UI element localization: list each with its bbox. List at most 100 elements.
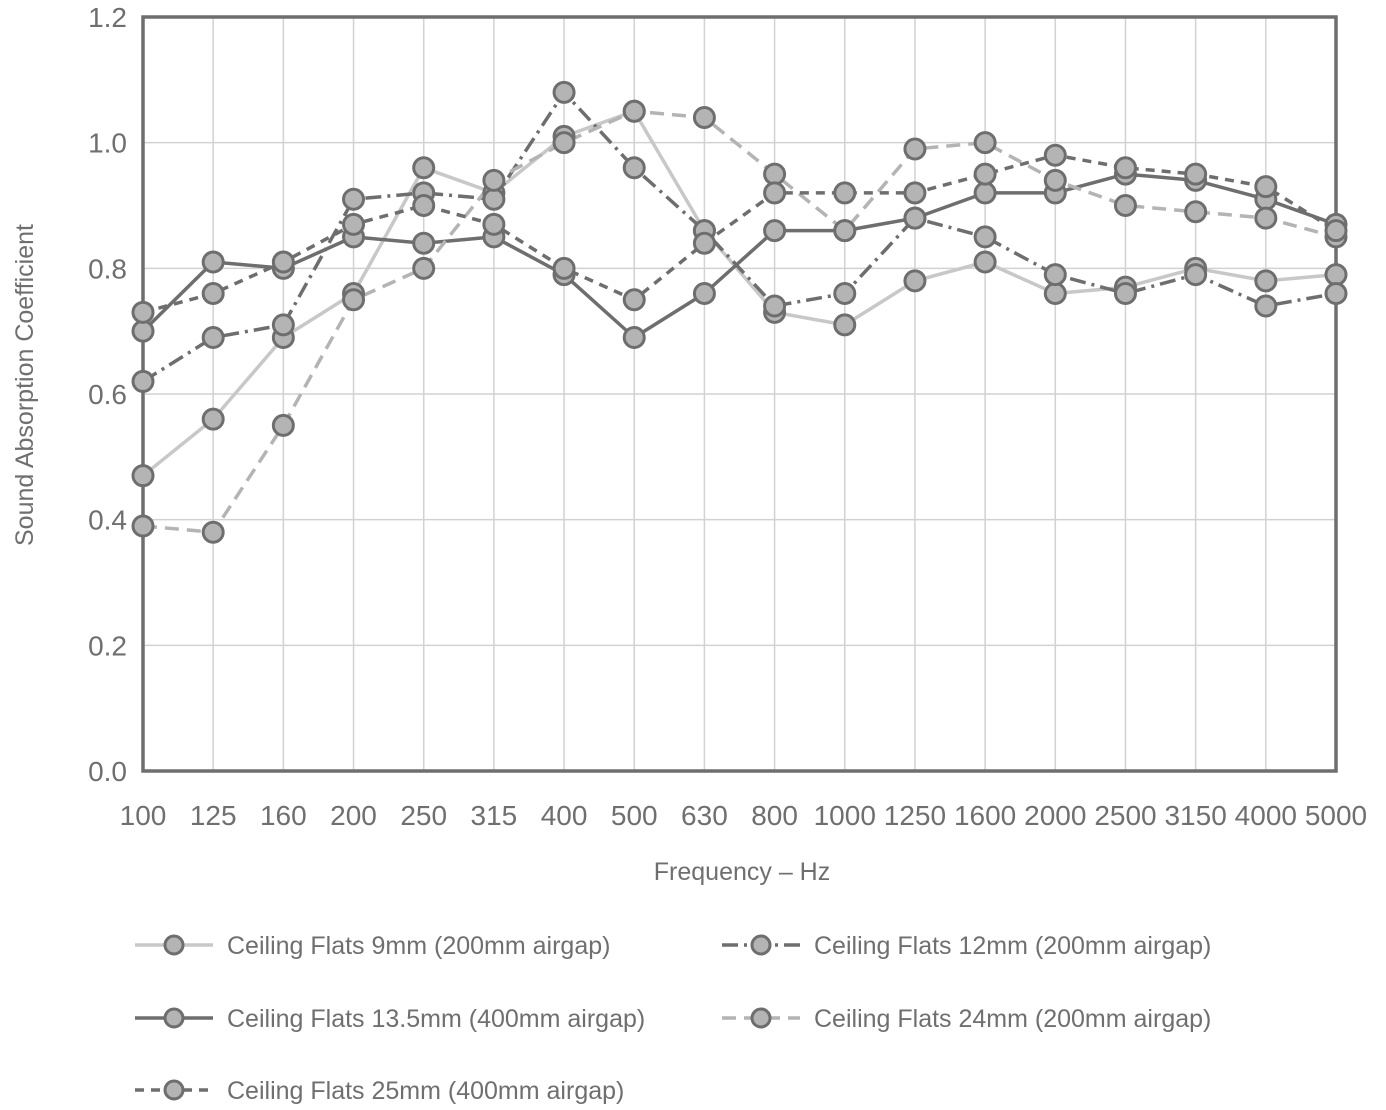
- legend-label: Ceiling Flats 24mm (200mm airgap): [814, 1005, 1211, 1033]
- data-point: [833, 219, 857, 243]
- data-point: [412, 231, 436, 255]
- data-point: [903, 181, 927, 205]
- data-point: [833, 313, 857, 337]
- x-tick-label: 400: [541, 800, 588, 831]
- legend-marker: [750, 934, 772, 956]
- x-tick-label: 500: [611, 800, 658, 831]
- data-point: [763, 219, 787, 243]
- x-tick-label: 125: [190, 800, 237, 831]
- x-axis-title: Frequency – Hz: [654, 858, 830, 886]
- legend: Ceiling Flats 9mm (200mm airgap) Ceiling …: [135, 932, 1211, 1105]
- series-lines: [141, 90, 1337, 534]
- series-line-3: [141, 172, 1337, 340]
- data-point: [1324, 281, 1348, 305]
- data-point: [1043, 281, 1067, 305]
- data-point: [692, 231, 716, 255]
- data-point: [763, 162, 787, 186]
- data-point: [412, 156, 436, 180]
- data-point: [1043, 168, 1067, 192]
- x-tick-label: 1250: [884, 800, 946, 831]
- y-tick-label: 0.0: [88, 756, 127, 787]
- data-point: [833, 281, 857, 305]
- data-point: [622, 156, 646, 180]
- data-point: [622, 288, 646, 312]
- y-tick-label: 1.2: [88, 2, 127, 33]
- data-point: [552, 131, 576, 155]
- x-tick-label: 2500: [1094, 800, 1156, 831]
- data-point: [973, 162, 997, 186]
- legend-item: Ceiling Flats 25mm (400mm airgap): [135, 1077, 624, 1105]
- data-point: [973, 225, 997, 249]
- legend-item: Ceiling Flats 13.5mm (400mm airgap): [135, 1005, 645, 1033]
- data-point: [482, 168, 506, 192]
- series-line-5: [142, 153, 1337, 314]
- data-point: [763, 294, 787, 318]
- data-point: [1113, 156, 1137, 180]
- x-tick-label: 315: [471, 800, 518, 831]
- legend-label: Ceiling Flats 9mm (200mm airgap): [227, 932, 610, 960]
- series-line-1: [141, 109, 1337, 478]
- series-line-4: [142, 109, 1337, 534]
- legend-label: Ceiling Flats 13.5mm (400mm airgap): [227, 1005, 645, 1033]
- data-point: [1254, 269, 1278, 293]
- x-tick-label: 160: [260, 800, 307, 831]
- y-axis-title: Sound Absorption Coefficient: [11, 224, 39, 546]
- x-tick-label: 200: [330, 800, 377, 831]
- data-point: [1254, 206, 1278, 230]
- data-point: [692, 281, 716, 305]
- data-point: [201, 325, 225, 349]
- x-tick-labels: 100 125 160 200 250 315 400 500 630 800 1000 1250 16…: [120, 800, 1368, 831]
- data-point: [833, 181, 857, 205]
- legend-label: Ceiling Flats 25mm (400mm airgap): [227, 1077, 624, 1105]
- data-point: [131, 464, 155, 488]
- data-point: [271, 250, 295, 274]
- legend-marker: [163, 1007, 185, 1029]
- data-point: [622, 99, 646, 123]
- data-point: [201, 407, 225, 431]
- y-tick-label: 0.2: [88, 630, 127, 661]
- data-point: [552, 256, 576, 280]
- data-point: [342, 212, 366, 236]
- data-point: [1324, 219, 1348, 243]
- data-point: [482, 212, 506, 236]
- data-point: [973, 131, 997, 155]
- data-point: [552, 80, 576, 104]
- data-point: [1043, 263, 1067, 287]
- data-point: [903, 137, 927, 161]
- data-point: [763, 181, 787, 205]
- data-point: [271, 313, 295, 337]
- data-point: [271, 413, 295, 437]
- data-point: [131, 300, 155, 324]
- legend-item: Ceiling Flats 24mm (200mm airgap): [722, 1005, 1211, 1033]
- x-tick-label: 3150: [1164, 800, 1226, 831]
- data-point: [131, 369, 155, 393]
- legend-label: Ceiling Flats 12mm (200mm airgap): [814, 932, 1211, 960]
- legend-item: Ceiling Flats 9mm (200mm airgap): [135, 932, 610, 960]
- data-point: [1254, 175, 1278, 199]
- legend-marker: [163, 1079, 185, 1101]
- x-tick-label: 4000: [1235, 800, 1297, 831]
- x-tick-label: 800: [751, 800, 798, 831]
- data-point: [1113, 194, 1137, 217]
- y-tick-label: 1.0: [88, 128, 127, 159]
- x-tick-label: 2000: [1024, 800, 1086, 831]
- data-point: [201, 520, 225, 544]
- plot-frame: [141, 15, 1338, 773]
- data-point: [1184, 263, 1208, 287]
- data-point: [692, 106, 716, 130]
- plot-border: [141, 15, 1338, 773]
- data-point: [1113, 281, 1137, 305]
- data-point: [903, 206, 927, 230]
- x-tick-label: 630: [681, 800, 728, 831]
- data-point: [973, 250, 997, 274]
- data-point: [1324, 263, 1348, 287]
- data-point: [482, 187, 506, 211]
- data-point: [201, 281, 225, 305]
- data-point: [1184, 162, 1208, 186]
- y-tick-label: 0.8: [88, 253, 127, 284]
- data-point: [131, 319, 155, 343]
- x-tick-label: 1000: [814, 800, 876, 831]
- series-line-2: [142, 90, 1337, 383]
- data-point: [201, 250, 225, 274]
